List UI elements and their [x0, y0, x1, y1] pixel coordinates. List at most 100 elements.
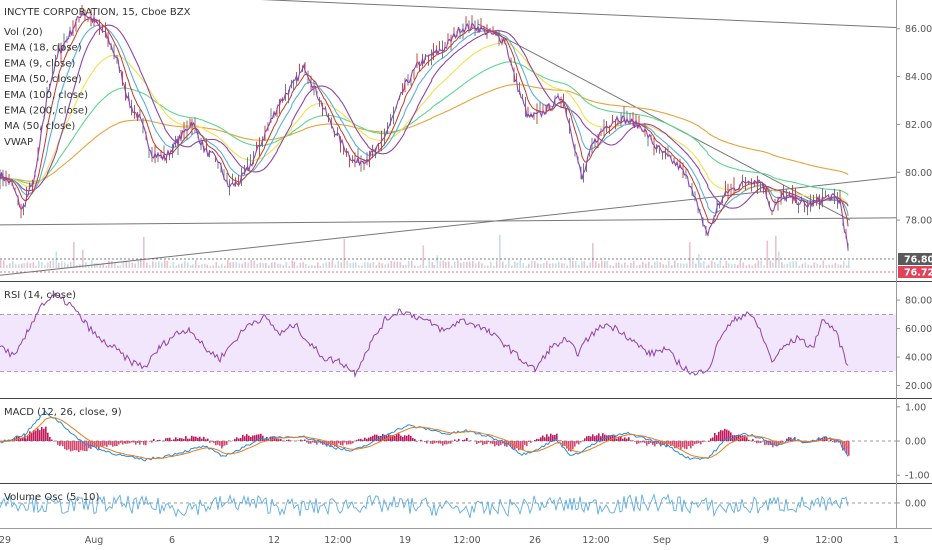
macd-histogram-bar [666, 441, 668, 448]
time-tick-label: 26 [529, 535, 541, 546]
volume-bar [783, 264, 786, 268]
macd-histogram-bar [205, 439, 207, 441]
macd-histogram-bar [209, 441, 211, 443]
legend-item[interactable]: EMA (200, close) [4, 106, 88, 117]
macd-histogram-bar [228, 440, 230, 441]
volume-bar [445, 262, 447, 268]
volume-bar [198, 265, 200, 268]
macd-histogram-bar [173, 439, 175, 441]
macd-histogram-bar [840, 441, 842, 444]
rsi-line [0, 292, 849, 379]
volume-bar [317, 262, 319, 268]
volume-bar [609, 265, 612, 268]
volume-bar [94, 263, 96, 268]
volume-bar [775, 235, 777, 268]
volume-bar [766, 240, 769, 268]
macd-histogram-bar [730, 432, 732, 441]
macd-histogram-bar [74, 441, 76, 451]
macd-histogram-bar [612, 435, 614, 441]
macd-histogram-bar [440, 441, 442, 444]
volume-bar [58, 262, 60, 268]
volume-bar [772, 262, 774, 268]
macd-histogram-bar [526, 441, 528, 447]
volume-bar [463, 261, 465, 268]
macd-histogram-bar [544, 437, 546, 441]
volume-bar [349, 263, 352, 268]
volume-bar [719, 260, 722, 268]
price-line [0, 11, 849, 249]
volume-bar [299, 262, 302, 268]
macd-title[interactable]: MACD (12, 26, close, 9) [4, 407, 122, 418]
price-axis[interactable]: 86.00 84.00 82.00 80.00 78.00 [896, 24, 932, 227]
volume-bar [381, 263, 384, 268]
chart-title[interactable]: INCYTE CORPORATION, 15, Cboe BZX [4, 7, 191, 18]
vol-osc-title[interactable]: Volume Osc (5, 10) [4, 492, 99, 503]
volume-bar [831, 264, 834, 268]
volume-bar [769, 260, 772, 268]
volume-bar [99, 264, 102, 268]
volume-bar [85, 262, 87, 268]
macd-histogram-bar [139, 441, 141, 445]
volume-bar [241, 263, 244, 268]
macd-histogram-bar [748, 439, 750, 441]
volume-bar [247, 262, 250, 268]
macd-histogram-bar [432, 441, 434, 444]
macd-histogram-bar [201, 438, 203, 441]
volume-bar [428, 260, 431, 268]
legend-item[interactable]: EMA (9, close) [4, 58, 75, 69]
macd-histogram-bar [125, 441, 127, 444]
volume-bar [181, 263, 183, 268]
macd-histogram-bar [752, 439, 754, 441]
macd-histogram-bar [356, 439, 358, 441]
macd-histogram-bar [374, 434, 376, 441]
macd-histogram-bar [76, 441, 78, 451]
volume-bar [364, 262, 366, 268]
macd-histogram-bar [644, 441, 646, 443]
macd-histogram-bar [53, 441, 55, 442]
volume-bar [683, 263, 685, 268]
macd-histogram-bar [238, 438, 240, 441]
rsi-title[interactable]: RSI (14, close) [4, 290, 76, 301]
volume-bar [125, 261, 128, 268]
vol-osc-axis[interactable]: 0.00 [896, 499, 926, 510]
macd-histogram-bar [684, 441, 686, 449]
legend-item[interactable]: MA (50, close) [4, 121, 75, 132]
macd-histogram-bar [145, 441, 147, 446]
volume-bar [731, 264, 733, 268]
macd-histogram-bar [728, 430, 730, 441]
macd-histogram-bar [226, 441, 228, 445]
volume-bar [232, 262, 235, 268]
legend-item[interactable]: EMA (50, close) [4, 74, 82, 85]
macd-histogram-bar [33, 430, 35, 441]
volume-bar [537, 263, 539, 268]
time-tick-label: 1 [893, 535, 899, 546]
volume-bar [402, 264, 405, 268]
macd-histogram-bar [754, 441, 756, 442]
macd-histogram-bar [552, 435, 554, 441]
trendline-upper[interactable] [0, 0, 897, 28]
volume-bar [642, 261, 644, 268]
macd-histogram-bar [129, 441, 131, 444]
legend-item[interactable]: EMA (18, close) [4, 43, 82, 54]
volume-bar [285, 261, 288, 268]
volume-bar [511, 265, 513, 268]
macd-axis[interactable]: 1.00 0.00 -1.00 [896, 402, 930, 482]
volume-bar [143, 236, 145, 268]
macd-histogram-bar [710, 438, 712, 441]
legend-item[interactable]: VWAP [4, 137, 33, 148]
rsi-tick-label: 20.00 [905, 381, 932, 392]
macd-histogram-bar [668, 441, 670, 444]
volume-bar [161, 262, 163, 268]
volume-bar [195, 260, 197, 268]
macd-histogram-bar [464, 439, 466, 441]
rsi-axis[interactable]: 80.00 60.00 40.00 20.00 [896, 296, 932, 393]
macd-histogram-bar [175, 437, 177, 441]
macd-histogram-bar [57, 441, 59, 445]
time-axis[interactable]: 29 Aug 6 12 12:00 19 12:00 26 12:00 Sep 9 12:00 1 [0, 535, 899, 546]
trendline-lower-1[interactable] [0, 217, 897, 226]
legend-item[interactable]: Vol (20) [4, 27, 43, 38]
legend-item[interactable]: EMA (100, close) [4, 90, 88, 101]
indicator-legend[interactable]: Vol (20) EMA (18, close) EMA (9, close) EMA… [4, 27, 88, 148]
volume-bar [334, 264, 337, 268]
